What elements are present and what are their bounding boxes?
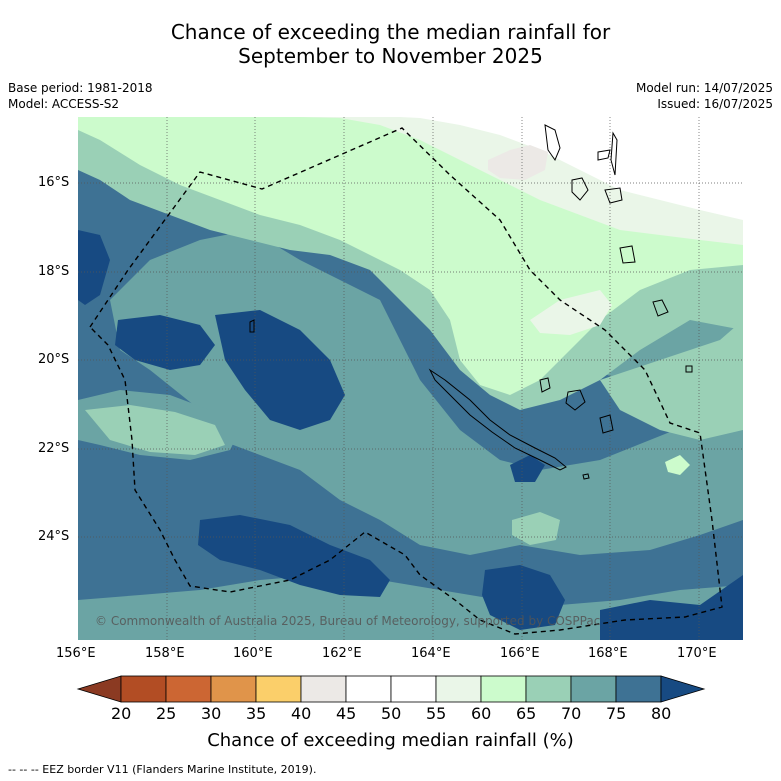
colorbar-swatch xyxy=(165,675,212,703)
model-run: Model run: 14/07/2025 xyxy=(635,81,773,95)
lat-label: 24°S xyxy=(38,529,70,544)
colorbar-swatch xyxy=(615,675,662,703)
colorbar-title: Chance of exceeding median rainfall (%) xyxy=(207,730,574,751)
colorbar-swatch xyxy=(435,675,482,703)
colorbar-swatch xyxy=(480,675,527,703)
colorbar-tick: 35 xyxy=(246,704,267,723)
lat-label: 18°S xyxy=(38,264,70,279)
band-80-plus-7 xyxy=(510,455,545,482)
base-period: Base period: 1981-2018 xyxy=(8,81,153,95)
colorbar-tick: 60 xyxy=(471,704,492,723)
colorbar-tick: 75 xyxy=(606,704,627,723)
map-title: Chance of exceeding the median rainfall … xyxy=(0,20,781,68)
colorbar xyxy=(76,675,706,703)
meta-right: Model run: 14/07/2025 Issued: 16/07/2025 xyxy=(636,80,773,112)
colorbar-tick: 80 xyxy=(651,704,672,723)
colorbar-tick: 25 xyxy=(156,704,177,723)
colorbar-tick: 50 xyxy=(381,704,402,723)
colorbar-tick: 40 xyxy=(291,704,312,723)
model-name: Model: ACCESS-S2 xyxy=(8,97,120,111)
band-80-plus-2 xyxy=(215,310,345,430)
title-line-1: Chance of exceeding the median rainfall … xyxy=(170,20,611,44)
eez-legend-note: -- -- -- EEZ border V11 (Flanders Marine… xyxy=(8,763,317,776)
probability-field xyxy=(78,117,743,640)
colorbar-swatch xyxy=(120,675,167,703)
band-60-65-blob xyxy=(665,455,690,475)
band-80-plus-5 xyxy=(482,565,565,630)
colorbar-swatch xyxy=(255,675,302,703)
band-65-70-blob xyxy=(512,512,560,545)
vanuatu-6 xyxy=(619,245,636,264)
band-65-70-west xyxy=(85,405,225,455)
island-small xyxy=(582,473,590,480)
colorbar-swatch xyxy=(345,675,392,703)
loyalty-island-2 xyxy=(565,389,586,411)
lon-label: 164°E xyxy=(411,646,451,661)
lat-label: 16°S xyxy=(38,175,70,190)
lon-label: 156°E xyxy=(56,646,96,661)
meta-left: Base period: 1981-2018 Model: ACCESS-S2 xyxy=(8,80,153,112)
band-65-70-east xyxy=(600,320,743,440)
loyalty-island-1 xyxy=(539,377,551,393)
island-west xyxy=(249,319,255,333)
colorbar-arrow-high xyxy=(660,675,706,703)
eez-border xyxy=(89,127,723,635)
band-80-plus-3 xyxy=(198,515,390,597)
colorbar-tick: 55 xyxy=(426,704,447,723)
loyalty-island-3 xyxy=(599,414,614,434)
band-80-plus-1 xyxy=(115,315,215,370)
island-east-1 xyxy=(652,299,669,317)
vanuatu-3 xyxy=(597,149,611,161)
vanuatu-2 xyxy=(571,177,589,201)
colorbar-swatch xyxy=(525,675,572,703)
colorbar-tick: 45 xyxy=(336,704,357,723)
lon-label: 158°E xyxy=(145,646,185,661)
colorbar-arrow-low xyxy=(76,675,122,703)
lon-label: 168°E xyxy=(588,646,628,661)
vanuatu-4 xyxy=(610,131,618,176)
colorbar-swatch xyxy=(210,675,257,703)
colorbar-swatch xyxy=(300,675,347,703)
band-80-plus-6 xyxy=(600,575,743,640)
lon-label: 166°E xyxy=(500,646,540,661)
colorbar-swatch xyxy=(390,675,437,703)
issued-date: Issued: 16/07/2025 xyxy=(657,97,773,111)
lat-label: 22°S xyxy=(38,441,70,456)
band-55-60-blob xyxy=(530,290,612,335)
island-east-2 xyxy=(685,365,693,373)
colorbar-tick: 30 xyxy=(201,704,222,723)
colorbar-swatch xyxy=(570,675,617,703)
new-caledonia-coast xyxy=(428,368,567,471)
lon-label: 162°E xyxy=(322,646,362,661)
title-line-2: September to November 2025 xyxy=(238,44,543,68)
vanuatu-5 xyxy=(604,187,623,204)
lat-label: 20°S xyxy=(38,352,70,367)
graticule xyxy=(78,117,743,640)
band-45-50 xyxy=(488,145,548,180)
band-50-55 xyxy=(400,117,743,220)
coastlines xyxy=(249,124,693,480)
band-80-plus-4 xyxy=(78,230,110,305)
copyright-notice: © Commonwealth of Australia 2025, Bureau… xyxy=(95,614,601,628)
lon-label: 170°E xyxy=(677,646,717,661)
colorbar-tick: 70 xyxy=(561,704,582,723)
colorbar-tick: 65 xyxy=(516,704,537,723)
vanuatu-1 xyxy=(544,124,561,162)
lon-label: 160°E xyxy=(233,646,273,661)
colorbar-tick: 20 xyxy=(111,704,132,723)
band-70-75-south xyxy=(78,575,743,640)
